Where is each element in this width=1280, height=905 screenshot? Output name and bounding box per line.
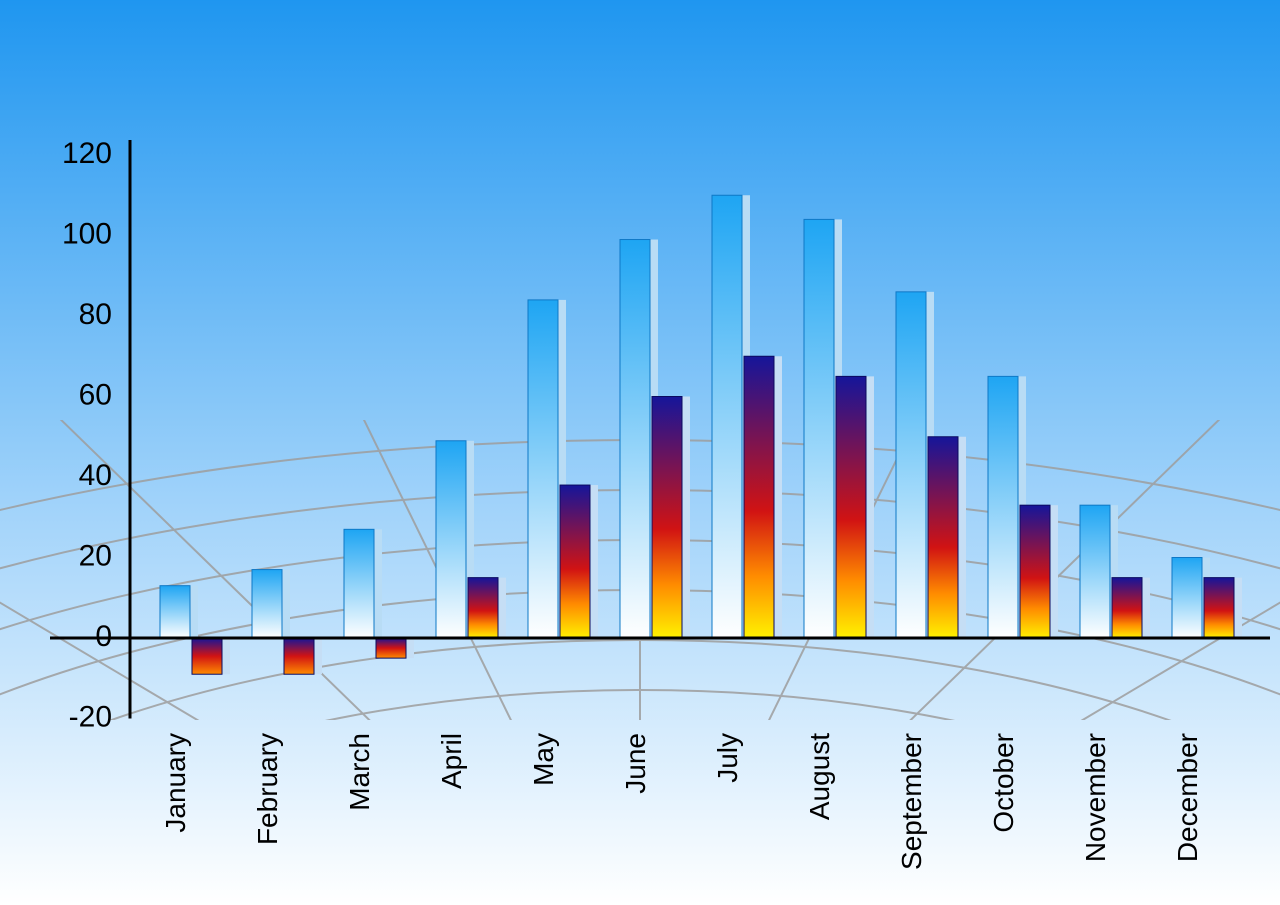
- x-tick-label: October: [988, 733, 1019, 833]
- y-tick-label: 80: [79, 298, 112, 331]
- monthly-bar-chart: -20 0 20 40 60 80 100 120 January February March A…: [0, 0, 1280, 905]
- x-tick-label: November: [1080, 733, 1111, 862]
- bar-series-a: [344, 529, 374, 638]
- x-tick-label: February: [252, 733, 283, 845]
- bar-series-b: [468, 578, 498, 638]
- bar-series-b: [836, 376, 866, 638]
- bar-series-b: [1112, 578, 1142, 638]
- bar-series-b: [560, 485, 590, 638]
- y-tick-label: 20: [79, 539, 112, 572]
- x-tick-label: March: [344, 733, 375, 811]
- bar-series-b: [652, 397, 682, 639]
- bar-series-a: [160, 586, 190, 638]
- x-tick-label: December: [1172, 733, 1203, 862]
- x-tick-label: January: [160, 733, 191, 833]
- bar-series-a: [436, 441, 466, 638]
- bar-series-a: [252, 570, 282, 638]
- bar-series-b: [192, 638, 222, 674]
- bar-series-a: [1080, 505, 1110, 638]
- y-tick-label: 120: [62, 137, 112, 170]
- bar-series-a: [620, 240, 650, 638]
- x-tick-label: May: [528, 733, 559, 786]
- y-tick-label: 100: [62, 217, 112, 250]
- x-tick-label: June: [620, 733, 651, 794]
- x-tick-label: July: [712, 733, 743, 783]
- bar-series-a: [712, 195, 742, 638]
- bar-series-a: [528, 300, 558, 638]
- bar-series-b: [928, 437, 958, 638]
- bar-series-b: [1020, 505, 1050, 638]
- bar-series-a: [1172, 558, 1202, 639]
- bar-series-b: [284, 638, 314, 674]
- bar-series-b: [376, 638, 406, 658]
- bar-series-a: [804, 219, 834, 638]
- bar-series-b: [1204, 578, 1234, 638]
- bar-series-b: [744, 356, 774, 638]
- y-tick-label: -20: [69, 700, 112, 733]
- x-tick-label: April: [436, 733, 467, 789]
- bar-series-a: [896, 292, 926, 638]
- bar-series-a: [988, 376, 1018, 638]
- y-tick-label: 60: [79, 378, 112, 411]
- y-tick-label: 40: [79, 459, 112, 492]
- x-tick-label: August: [804, 733, 835, 820]
- y-tick-label: 0: [95, 620, 112, 653]
- x-tick-label: September: [896, 733, 927, 870]
